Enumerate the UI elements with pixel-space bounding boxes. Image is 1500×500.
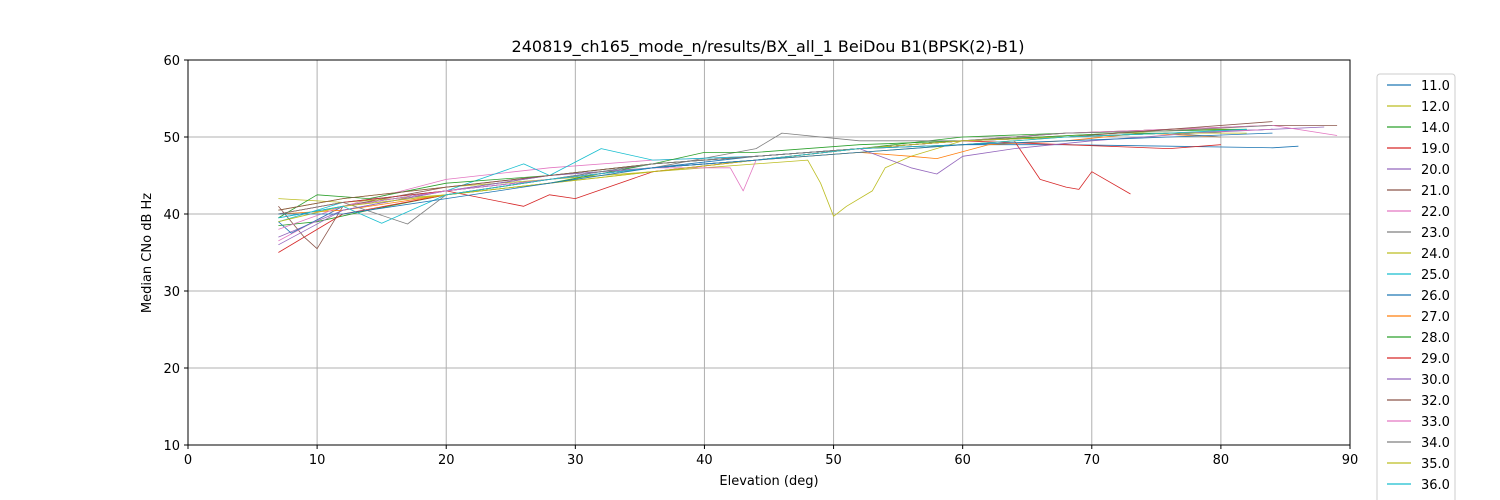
x-tick-label: 50 bbox=[825, 453, 842, 468]
legend-entry: 12.0 bbox=[1421, 100, 1450, 115]
x-tick-label: 0 bbox=[184, 453, 192, 468]
x-tick-label: 70 bbox=[1084, 453, 1101, 468]
legend: 11.0 12.0 14.0 19.0 20.0 21.0 22.0 23.0 24.0 25.0… bbox=[1387, 79, 1450, 500]
legend-entry: 28.0 bbox=[1421, 331, 1450, 346]
plot-area bbox=[188, 60, 1350, 445]
legend-entry: 20.0 bbox=[1421, 163, 1450, 178]
legend-entry: 25.0 bbox=[1421, 268, 1450, 283]
x-axis-label: Elevation (deg) bbox=[719, 474, 818, 489]
y-tick-label: 50 bbox=[163, 131, 180, 146]
legend-entry: 32.0 bbox=[1421, 394, 1450, 409]
legend-entry: 35.0 bbox=[1421, 457, 1450, 472]
legend-entry: 14.0 bbox=[1421, 121, 1450, 136]
x-axis: 0 10 20 30 40 50 60 70 80 90 bbox=[184, 445, 1358, 468]
legend-entry: 26.0 bbox=[1421, 289, 1450, 304]
legend-entry: 29.0 bbox=[1421, 352, 1450, 367]
legend-entry: 27.0 bbox=[1421, 310, 1450, 325]
y-axis-label: Median CNo dB Hz bbox=[140, 193, 155, 313]
series-line-37.0 bbox=[278, 132, 1273, 215]
legend-entry: 30.0 bbox=[1421, 373, 1450, 388]
y-tick-label: 20 bbox=[163, 362, 180, 377]
y-tick-label: 30 bbox=[163, 285, 180, 300]
x-tick-label: 30 bbox=[567, 453, 584, 468]
x-tick-label: 80 bbox=[1213, 453, 1230, 468]
y-tick-label: 10 bbox=[163, 439, 180, 454]
x-tick-label: 90 bbox=[1342, 453, 1359, 468]
x-tick-label: 40 bbox=[696, 453, 713, 468]
chart-title: 240819_ch165_mode_n/results/BX_all_1 Bei… bbox=[512, 37, 1025, 57]
plot-frame bbox=[187, 59, 1351, 446]
legend-entry: 33.0 bbox=[1421, 415, 1450, 430]
series-line-30.0 bbox=[278, 128, 1273, 246]
legend-entry: 19.0 bbox=[1421, 142, 1450, 157]
legend-entry: 24.0 bbox=[1421, 247, 1450, 262]
legend-entry: 34.0 bbox=[1421, 436, 1450, 451]
series-layer bbox=[278, 121, 1338, 253]
legend-entry: 21.0 bbox=[1421, 184, 1450, 199]
x-tick-label: 20 bbox=[438, 453, 455, 468]
legend-entry: 22.0 bbox=[1421, 205, 1450, 220]
y-tick-label: 40 bbox=[163, 208, 180, 223]
y-axis: 10 20 30 40 50 60 bbox=[163, 54, 188, 454]
x-tick-label: 10 bbox=[309, 453, 326, 468]
legend-box bbox=[1376, 73, 1456, 500]
legend-entry: 36.0 bbox=[1421, 478, 1450, 493]
series-line-28.0 bbox=[278, 132, 1221, 219]
legend-entry: 23.0 bbox=[1421, 226, 1450, 241]
y-tick-label: 60 bbox=[163, 54, 180, 69]
x-tick-label: 60 bbox=[954, 453, 971, 468]
legend-entry: 11.0 bbox=[1421, 79, 1450, 94]
